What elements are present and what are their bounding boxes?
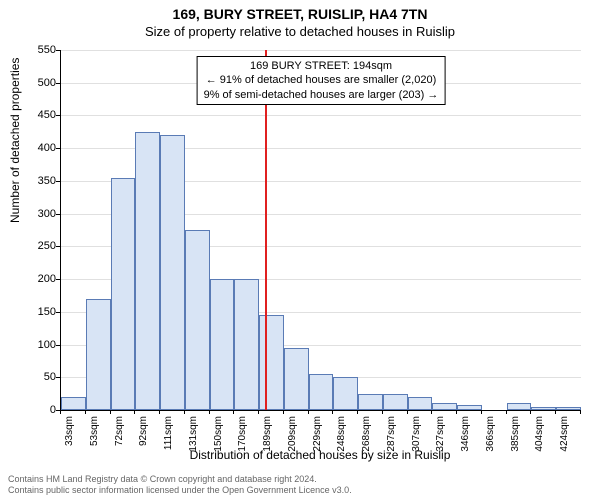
page-title: 169, BURY STREET, RUISLIP, HA4 7TN xyxy=(0,6,600,22)
y-tick-label: 50 xyxy=(6,371,56,383)
x-tick-mark xyxy=(283,410,284,414)
gridline xyxy=(61,115,581,116)
annotation-line-2: ← 91% of detached houses are smaller (2,… xyxy=(204,73,439,87)
annotation-line-1: 169 BURY STREET: 194sqm xyxy=(204,59,439,73)
x-tick-mark xyxy=(555,410,556,414)
histogram-bar xyxy=(408,397,433,410)
x-tick-mark xyxy=(258,410,259,414)
x-tick-mark xyxy=(159,410,160,414)
x-tick-mark xyxy=(209,410,210,414)
y-tick-label: 400 xyxy=(6,142,56,154)
x-tick-mark xyxy=(382,410,383,414)
y-tick-label: 300 xyxy=(6,208,56,220)
y-tick-label: 150 xyxy=(6,306,56,318)
footer-line-1: Contains HM Land Registry data © Crown c… xyxy=(8,474,352,485)
x-tick-mark xyxy=(431,410,432,414)
histogram-bar xyxy=(234,279,259,410)
annotation-box: 169 BURY STREET: 194sqm ← 91% of detache… xyxy=(197,56,446,105)
y-tick-label: 500 xyxy=(6,77,56,89)
histogram-bar xyxy=(160,135,185,410)
x-tick-mark xyxy=(481,410,482,414)
x-ticks: 33sqm53sqm72sqm92sqm111sqm131sqm150sqm17… xyxy=(60,410,580,450)
histogram-bar xyxy=(210,279,235,410)
x-tick-mark xyxy=(332,410,333,414)
histogram-bar xyxy=(333,377,358,410)
histogram-bar xyxy=(383,394,408,410)
y-tick-label: 100 xyxy=(6,339,56,351)
y-ticks: 050100150200250300350400450500550 xyxy=(0,50,60,410)
x-tick-mark xyxy=(134,410,135,414)
y-tick-label: 350 xyxy=(6,175,56,187)
y-tick-label: 250 xyxy=(6,240,56,252)
page-subtitle: Size of property relative to detached ho… xyxy=(0,24,600,39)
histogram-bar xyxy=(135,132,160,410)
histogram-bar xyxy=(61,397,86,410)
y-tick-label: 450 xyxy=(6,109,56,121)
x-tick-mark xyxy=(110,410,111,414)
x-tick-mark xyxy=(184,410,185,414)
histogram-bar xyxy=(284,348,309,410)
x-tick-mark xyxy=(407,410,408,414)
x-tick-mark xyxy=(85,410,86,414)
x-tick-mark xyxy=(233,410,234,414)
x-tick-mark xyxy=(506,410,507,414)
x-tick-mark xyxy=(530,410,531,414)
y-tick-label: 200 xyxy=(6,273,56,285)
x-tick-mark xyxy=(456,410,457,414)
x-axis-label: Distribution of detached houses by size … xyxy=(60,448,580,462)
histogram-bar xyxy=(358,394,383,410)
histogram-bar xyxy=(86,299,111,410)
x-tick-mark xyxy=(357,410,358,414)
y-tick-label: 0 xyxy=(6,404,56,416)
histogram-bar xyxy=(185,230,210,410)
annotation-line-3: 9% of semi-detached houses are larger (2… xyxy=(204,88,439,102)
histogram-bar xyxy=(111,178,136,410)
chart-plot-area: 169 BURY STREET: 194sqm ← 91% of detache… xyxy=(60,50,581,411)
histogram-bar xyxy=(259,315,284,410)
histogram-bar xyxy=(309,374,334,410)
footer-line-2: Contains public sector information licen… xyxy=(8,485,352,496)
x-tick-mark xyxy=(60,410,61,414)
x-tick-mark xyxy=(308,410,309,414)
gridline xyxy=(61,50,581,51)
y-tick-label: 550 xyxy=(6,44,56,56)
footer: Contains HM Land Registry data © Crown c… xyxy=(8,474,352,496)
x-tick-mark xyxy=(580,410,581,414)
